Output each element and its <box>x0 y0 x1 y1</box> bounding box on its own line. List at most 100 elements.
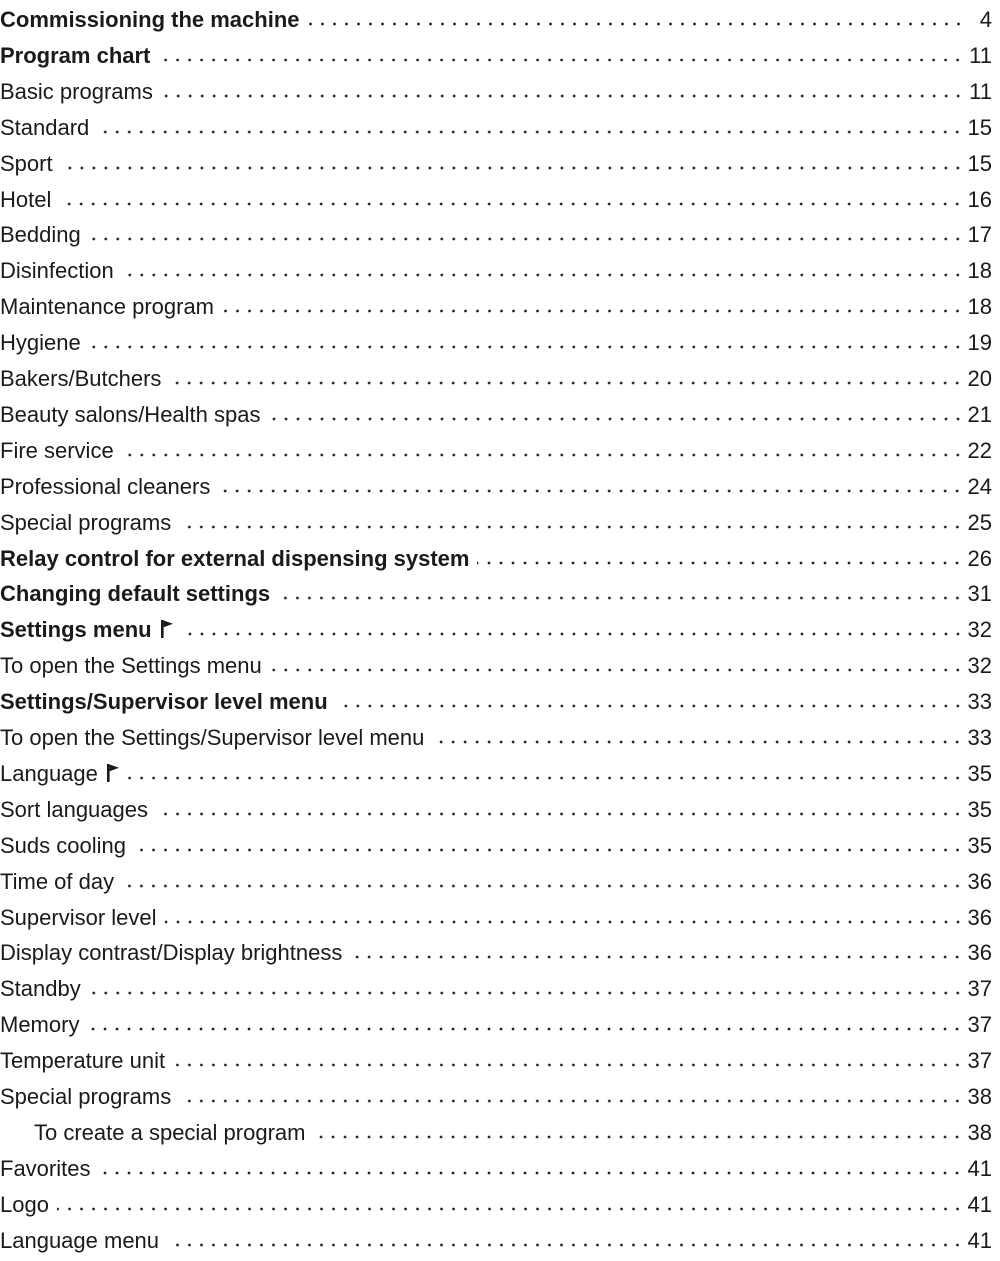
toc-entry[interactable]: Display contrast/Display brightness 36 <box>0 933 992 973</box>
toc-entry[interactable]: Commissioning the machine 4 <box>0 0 992 40</box>
toc-entry[interactable]: Favorites 41 <box>0 1149 992 1189</box>
toc-entry-title-text: Supervisor level <box>0 904 157 930</box>
toc-entry-page-number: 36 <box>967 940 992 966</box>
toc-entry[interactable]: Time of day 36 <box>0 862 992 902</box>
toc-entry-page-number: 20 <box>967 366 992 391</box>
toc-entry-page-number: 22 <box>967 437 992 463</box>
toc-entry-page-number: 31 <box>967 581 992 607</box>
toc-entry[interactable]: Bakers/Butchers 20 <box>0 359 992 399</box>
toc-entry[interactable]: Fire service 22 <box>0 431 992 471</box>
toc-entry-page-number: 4 <box>979 7 992 32</box>
toc-entry-page-number: 32 <box>967 617 992 643</box>
toc-entry-title-text: Beauty salons/Health spas <box>0 401 261 427</box>
toc-entry[interactable]: Language menu 41 <box>0 1221 992 1261</box>
toc-entry-page-number: 36 <box>967 904 992 930</box>
toc-entry[interactable]: Sort languages 35 <box>0 790 992 830</box>
toc-entry[interactable]: To create a special program 38 <box>0 1113 992 1153</box>
toc-entry-page-number: 38 <box>967 1119 992 1145</box>
dot-leader <box>335 702 964 711</box>
toc-entry-title-text: Basic programs <box>0 78 153 104</box>
toc-entry[interactable]: To open the Settings/Supervisor level me… <box>0 718 992 758</box>
dot-leader <box>88 235 964 244</box>
toc-entry-page-number: 16 <box>967 186 992 212</box>
toc-entry-page-number: 11 <box>969 42 992 68</box>
dot-leader <box>307 20 964 28</box>
toc-entry-title-text: Temperature unit <box>0 1048 166 1074</box>
toc-entry-title-text: Standard <box>0 114 90 140</box>
dot-leader <box>477 558 964 567</box>
toc-entry[interactable]: Changing default settings 31 <box>0 574 992 614</box>
toc-entry-page-number: 41 <box>967 1191 992 1217</box>
dot-leader <box>313 1132 964 1141</box>
dot-leader <box>133 845 964 854</box>
dot-leader <box>158 55 964 64</box>
toc-entry-title: Sport <box>0 152 57 175</box>
toc-entry-page-number: 18 <box>967 258 992 284</box>
toc-entry-title-text: To open the Settings/Supervisor level me… <box>0 725 425 750</box>
toc-entry[interactable]: To open the Settings menu 32 <box>0 646 992 686</box>
dot-leader <box>127 773 964 782</box>
toc-entry-page-number: 37 <box>967 1012 992 1038</box>
toc-entry-title: Supervisor level <box>0 904 161 930</box>
toc-entry-title: Suds cooling <box>0 834 130 857</box>
toc-entry[interactable]: Language 35 <box>0 754 992 794</box>
toc-entry-title: Professional cleaners <box>0 475 214 498</box>
toc-entry[interactable]: Bedding 17 <box>0 215 992 255</box>
toc-entry[interactable]: Maintenance program 18 <box>0 287 992 327</box>
toc-entry-title-text: Sort languages <box>0 796 148 822</box>
toc-entry[interactable]: Disinfection 18 <box>0 251 992 291</box>
toc-entry-page-number: 36 <box>967 868 992 894</box>
dot-leader <box>181 630 964 639</box>
toc-entry-title-text: Bakers/Butchers <box>0 366 162 391</box>
toc-entry[interactable]: Special programs 25 <box>0 503 992 543</box>
toc-entry-page-number: 18 <box>967 294 992 320</box>
toc-entry-title: Language menu <box>0 1229 163 1252</box>
toc-entry-page-number: 38 <box>967 1084 992 1109</box>
toc-entry[interactable]: Hygiene 19 <box>0 323 992 363</box>
toc-entry-title-text: Changing default settings <box>0 581 271 607</box>
dot-leader <box>121 271 964 280</box>
toc-entry-page-number: 37 <box>967 976 992 1002</box>
toc-entry[interactable]: Logo 41 <box>0 1185 992 1225</box>
dot-leader <box>98 1168 964 1177</box>
toc-entry[interactable]: Memory 37 <box>0 1005 992 1045</box>
toc-entry-title-text: Special programs <box>0 1084 172 1109</box>
toc-entry[interactable]: Basic programs 11 <box>0 72 992 112</box>
toc-entry-title: Standard <box>0 114 93 140</box>
toc-entry-title: Temperature unit <box>0 1050 169 1072</box>
toc-entry-title: Changing default settings <box>0 583 274 605</box>
toc-entry[interactable]: Professional cleaners 24 <box>0 467 992 507</box>
toc-entry-page-number: 41 <box>967 1227 992 1253</box>
toc-entry[interactable]: Relay control for external dispensing sy… <box>0 539 992 579</box>
toc-entry-title: Standby <box>0 978 85 1000</box>
toc-entry[interactable]: Hotel 16 <box>0 180 992 220</box>
toc-entry[interactable]: Settings menu 32 <box>0 610 992 650</box>
dot-leader <box>60 163 964 172</box>
toc-entry[interactable]: Supervisor level 36 <box>0 898 992 938</box>
toc-entry[interactable]: Settings/Supervisor level menu 33 <box>0 682 992 722</box>
toc-entry[interactable]: Suds cooling 35 <box>0 826 992 866</box>
dot-leader <box>222 307 964 316</box>
toc-entry[interactable]: Beauty salons/Health spas 21 <box>0 395 992 435</box>
toc-entry-title-text: Settings menu <box>0 617 152 643</box>
toc-entry-title: Basic programs <box>0 78 157 104</box>
toc-entry[interactable]: Standard 15 <box>0 108 992 148</box>
toc-entry-page-number: 33 <box>967 725 992 750</box>
toc-entry-title: Fire service <box>0 437 118 463</box>
toc-entry[interactable]: Sport 15 <box>0 144 992 184</box>
dot-leader <box>169 379 964 387</box>
toc-entry-page-number: 15 <box>967 150 992 176</box>
toc-entry[interactable]: Special programs 38 <box>0 1077 992 1117</box>
toc-entry-title-text: Fire service <box>0 437 114 463</box>
toc-entry[interactable]: Program chart 11 <box>0 36 992 76</box>
toc-entry-title: Bedding <box>0 224 85 246</box>
toc-entry-title-text: Memory <box>0 1012 80 1038</box>
toc-entry-title-text: Logo <box>0 1191 49 1217</box>
dot-leader <box>87 1025 964 1034</box>
toc-entry[interactable]: Standby 37 <box>0 969 992 1009</box>
toc-entry-page-number: 15 <box>967 114 992 140</box>
toc-entry-title: Special programs <box>0 511 175 534</box>
toc-entry-title: Relay control for external dispensing sy… <box>0 545 473 571</box>
toc-entry[interactable]: Temperature unit 37 <box>0 1041 992 1081</box>
toc-entry-title-text: Relay control for external dispensing sy… <box>0 545 470 571</box>
